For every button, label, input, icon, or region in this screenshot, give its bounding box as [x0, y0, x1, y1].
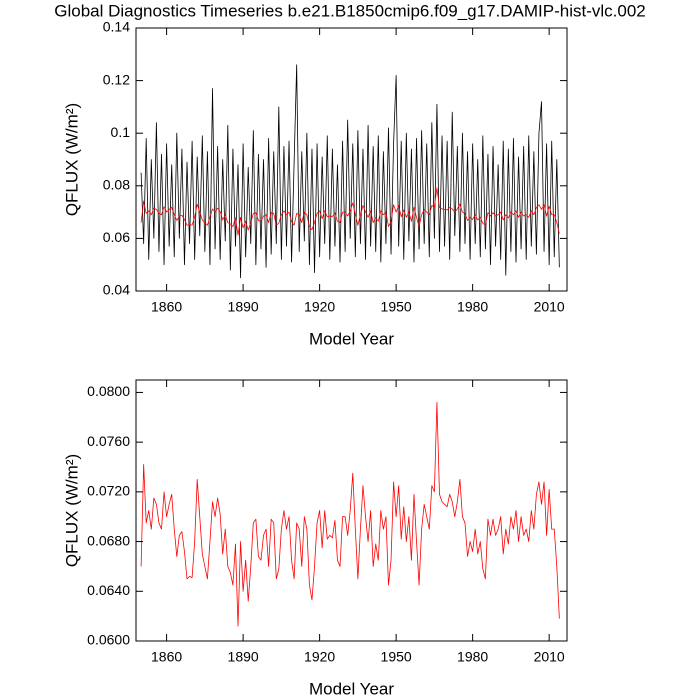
data-line — [140, 187, 560, 236]
y-tick-label: 0.0800 — [87, 383, 130, 399]
x-axis-label: Model Year — [309, 679, 394, 698]
x-tick-label: 1890 — [228, 649, 259, 665]
x-tick-label: 2010 — [534, 649, 565, 665]
x-tick-label: 1980 — [457, 649, 488, 665]
data-line — [140, 401, 560, 627]
y-axis-label: QFLUX (W/m²) — [62, 454, 81, 567]
x-tick-label: 1980 — [457, 299, 488, 315]
x-tick-label: 1860 — [151, 649, 182, 665]
x-axis-label: Model Year — [309, 329, 394, 348]
x-tick-label: 1920 — [304, 649, 335, 665]
x-tick-label: 1950 — [381, 299, 412, 315]
y-tick-label: 0.0720 — [87, 483, 130, 499]
plot-frame — [135, 379, 568, 642]
x-tick-label: 2010 — [534, 299, 565, 315]
data-line — [140, 64, 560, 279]
y-tick-label: 0.0760 — [87, 433, 130, 449]
y-tick-label: 0.14 — [103, 19, 130, 35]
y-tick-label: 0.0640 — [87, 582, 130, 598]
y-axis-label: QFLUX (W/m²) — [62, 103, 81, 216]
y-tick-label: 0.0600 — [87, 632, 130, 648]
y-tick-label: 0.0680 — [87, 532, 130, 548]
y-tick-label: 0.08 — [103, 177, 130, 193]
plot-frame — [135, 27, 568, 292]
y-tick-label: 0.06 — [103, 229, 130, 245]
y-tick-label: 0.1 — [111, 124, 131, 140]
x-tick-label: 1950 — [381, 649, 412, 665]
y-tick-label: 0.04 — [103, 282, 130, 298]
x-tick-label: 1890 — [228, 299, 259, 315]
x-tick-label: 1920 — [304, 299, 335, 315]
chart-title: Global Diagnostics Timeseries b.e21.B185… — [54, 1, 646, 20]
x-tick-label: 1860 — [151, 299, 182, 315]
y-tick-label: 0.12 — [103, 71, 130, 87]
